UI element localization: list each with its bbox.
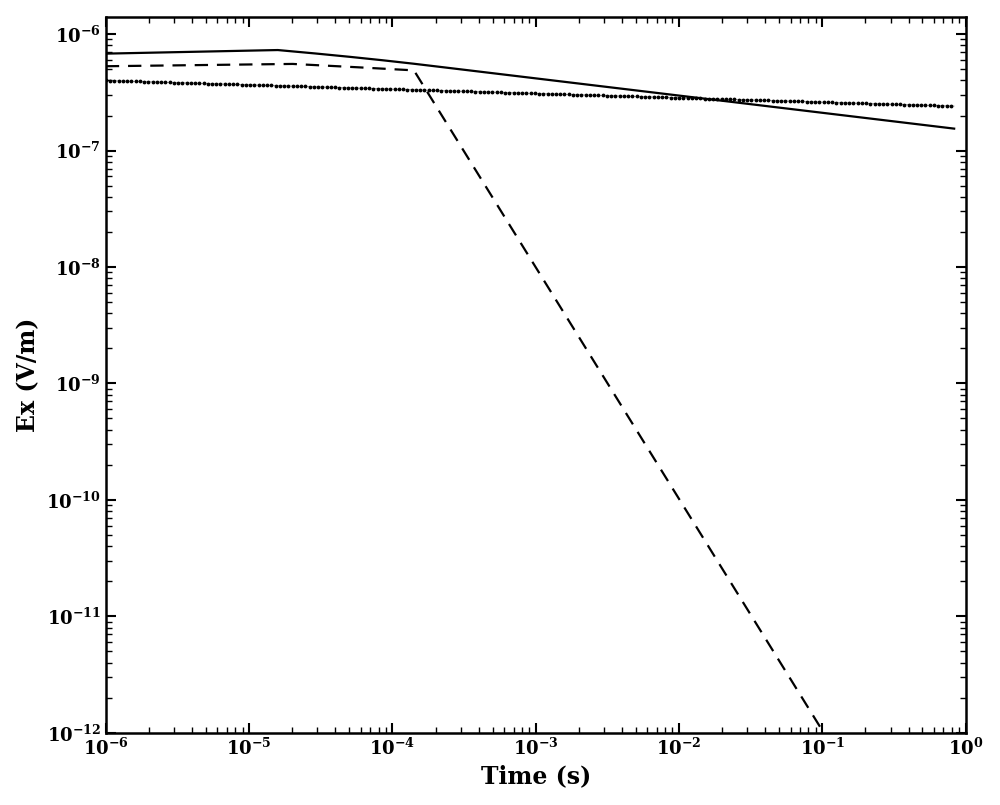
Y-axis label: Ex (V/m): Ex (V/m) xyxy=(17,317,41,431)
X-axis label: Time (s): Time (s) xyxy=(481,764,591,788)
